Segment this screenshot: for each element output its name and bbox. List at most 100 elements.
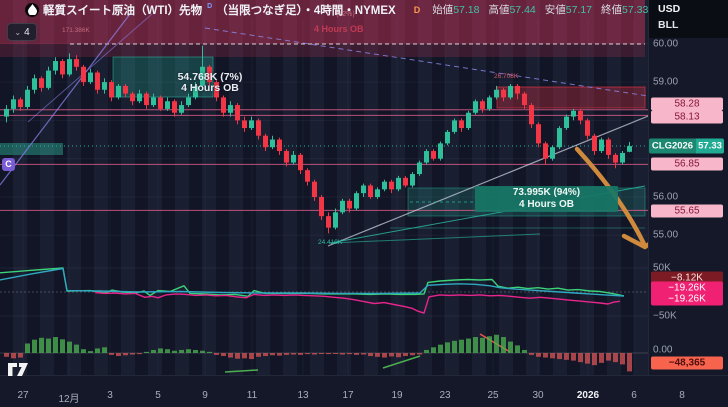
- symbol-subtitle[interactable]: （当限つなぎ足）・4時間・NYMEX: [216, 4, 396, 17]
- indicator-scale-tick: 0.00: [653, 344, 673, 356]
- price-level-label: 58.13: [651, 110, 723, 124]
- hidden-indicator-count: 4: [24, 26, 30, 38]
- indicator-value-label: −19.26K: [651, 292, 723, 306]
- currency-unit-box[interactable]: USD BLL: [648, 0, 728, 38]
- histogram-bar: [130, 353, 135, 355]
- candle-body: [4, 108, 9, 117]
- histogram-bar: [501, 337, 506, 353]
- last-price-label: CLG2026 57.33: [649, 138, 724, 154]
- candle-body: [256, 120, 261, 136]
- histogram-bar: [221, 353, 226, 357]
- histogram-bar: [487, 336, 492, 353]
- histogram-bar: [263, 353, 268, 357]
- histogram-bar: [95, 348, 100, 353]
- histogram-bar: [249, 353, 254, 360]
- chevron-down-icon: ⌄: [14, 27, 22, 37]
- candle-body: [480, 101, 485, 109]
- histogram-bar: [627, 353, 632, 372]
- candle-body: [284, 151, 289, 163]
- histogram-bar: [291, 353, 296, 355]
- histogram-bar: [60, 339, 65, 353]
- ohlc-item: 安値57.17: [544, 4, 593, 16]
- contract-code: CLG2026: [649, 138, 696, 154]
- histogram-bar: [536, 353, 541, 357]
- candle-body: [249, 120, 254, 129]
- candle-body: [228, 105, 233, 113]
- candle-body: [368, 185, 373, 197]
- histogram-bar: [473, 337, 478, 353]
- histogram-bar: [368, 353, 373, 357]
- candle-body: [81, 66, 86, 83]
- candle-body: [151, 97, 156, 106]
- candle-body: [473, 101, 478, 113]
- oil-symbol-icon: [25, 2, 39, 17]
- trend-line: [327, 107, 669, 247]
- trend-line: [204, 27, 701, 105]
- histogram-bar: [39, 337, 44, 353]
- candle-body: [144, 93, 149, 106]
- delayed-data-badge[interactable]: D: [413, 4, 421, 15]
- histogram-bar: [606, 353, 611, 361]
- indicator-line-teal: [0, 267, 625, 297]
- time-tick: 27: [17, 390, 29, 401]
- candle-body: [46, 70, 51, 88]
- drawing-anchor-badge[interactable]: C: [2, 158, 15, 171]
- candle-body: [53, 61, 58, 71]
- histogram-bar: [158, 348, 163, 353]
- candle-body: [39, 78, 44, 88]
- histogram-bar: [389, 353, 394, 357]
- ob-zone: [0, 143, 63, 155]
- candle-body: [193, 85, 198, 98]
- histogram-bar: [522, 349, 527, 353]
- histogram-bar: [515, 345, 520, 353]
- histogram-bar: [116, 353, 121, 357]
- candle-body: [543, 143, 548, 159]
- histogram-bar: [18, 353, 23, 358]
- candle-body: [606, 139, 611, 155]
- histogram-bar: [459, 339, 464, 353]
- histogram-bar: [123, 353, 128, 356]
- candle-body: [396, 177, 401, 190]
- candle-body: [130, 93, 135, 102]
- histogram-bar: [361, 353, 366, 355]
- unit-label[interactable]: BLL: [658, 19, 679, 31]
- time-tick: 5: [155, 390, 161, 401]
- candle-body: [466, 112, 471, 129]
- histogram-bar: [578, 353, 583, 363]
- histogram-bar: [102, 347, 107, 353]
- ob-zone-label-top: 4 Hours OB: [314, 24, 364, 34]
- histogram-bar: [494, 334, 499, 353]
- histogram-bar: [333, 353, 338, 354]
- histogram-bar: [305, 353, 310, 355]
- histogram-bar: [585, 353, 590, 364]
- histogram-bar: [417, 353, 422, 355]
- histogram-bar: [242, 353, 247, 359]
- histogram-bar: [354, 353, 359, 355]
- histogram-bar: [4, 353, 9, 357]
- last-price-value: 57.33: [696, 138, 724, 154]
- candle-body: [214, 82, 219, 98]
- chart-legend[interactable]: 軽質スイート原油（WTI）先物 D （当限つなぎ足）・4時間・NYMEX D 始…: [0, 0, 725, 19]
- time-tick: 19: [391, 390, 403, 401]
- histogram-bar: [137, 353, 142, 355]
- candle-body: [326, 216, 331, 228]
- candle-body: [494, 89, 499, 98]
- histogram-bar: [81, 349, 86, 353]
- histogram-bar: [508, 341, 513, 353]
- candle-body: [410, 174, 415, 186]
- histogram-bar: [340, 353, 345, 355]
- time-tick: 6: [631, 390, 637, 401]
- legend-collapse-chip[interactable]: ⌄ 4: [7, 23, 37, 41]
- candle-body: [172, 101, 177, 113]
- candle-body: [515, 85, 520, 94]
- trend-line: [329, 233, 541, 244]
- tradingview-logo[interactable]: [8, 363, 32, 382]
- time-axis[interactable]: 27 12月 3 5 9 11 13 17 19 23 25 30 2026 6 8: [0, 375, 728, 407]
- ob-zone: [0, 44, 645, 57]
- symbol-title[interactable]: 軽質スイート原油（WTI）先物: [43, 4, 203, 17]
- histogram-bar: [375, 353, 380, 357]
- price-tick: 56.00: [653, 191, 679, 203]
- currency-label[interactable]: USD: [658, 3, 681, 15]
